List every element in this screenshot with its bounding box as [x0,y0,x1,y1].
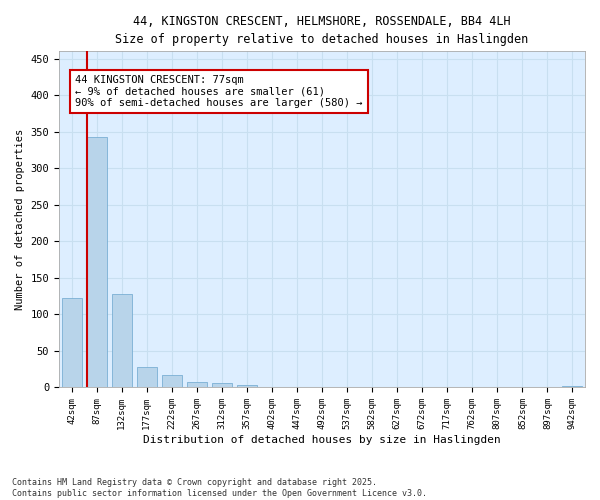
Bar [86,137,107,388]
X-axis label: Distribution of detached houses by size in Haslingden: Distribution of detached houses by size … [143,435,501,445]
Y-axis label: Number of detached properties: Number of detached properties [15,129,25,310]
Title: 44, KINGSTON CRESCENT, HELMSHORE, ROSSENDALE, BB4 4LH
Size of property relative : 44, KINGSTON CRESCENT, HELMSHORE, ROSSEN… [115,15,529,46]
Bar [162,375,182,388]
Text: 44 KINGSTON CRESCENT: 77sqm
← 9% of detached houses are smaller (61)
90% of semi: 44 KINGSTON CRESCENT: 77sqm ← 9% of deta… [75,75,362,108]
Bar [62,298,82,388]
Bar [187,382,207,388]
Bar [212,383,232,388]
Bar [112,294,131,388]
Text: Contains HM Land Registry data © Crown copyright and database right 2025.
Contai: Contains HM Land Registry data © Crown c… [12,478,427,498]
Bar [237,384,257,388]
Bar [137,367,157,388]
Bar [562,386,583,388]
